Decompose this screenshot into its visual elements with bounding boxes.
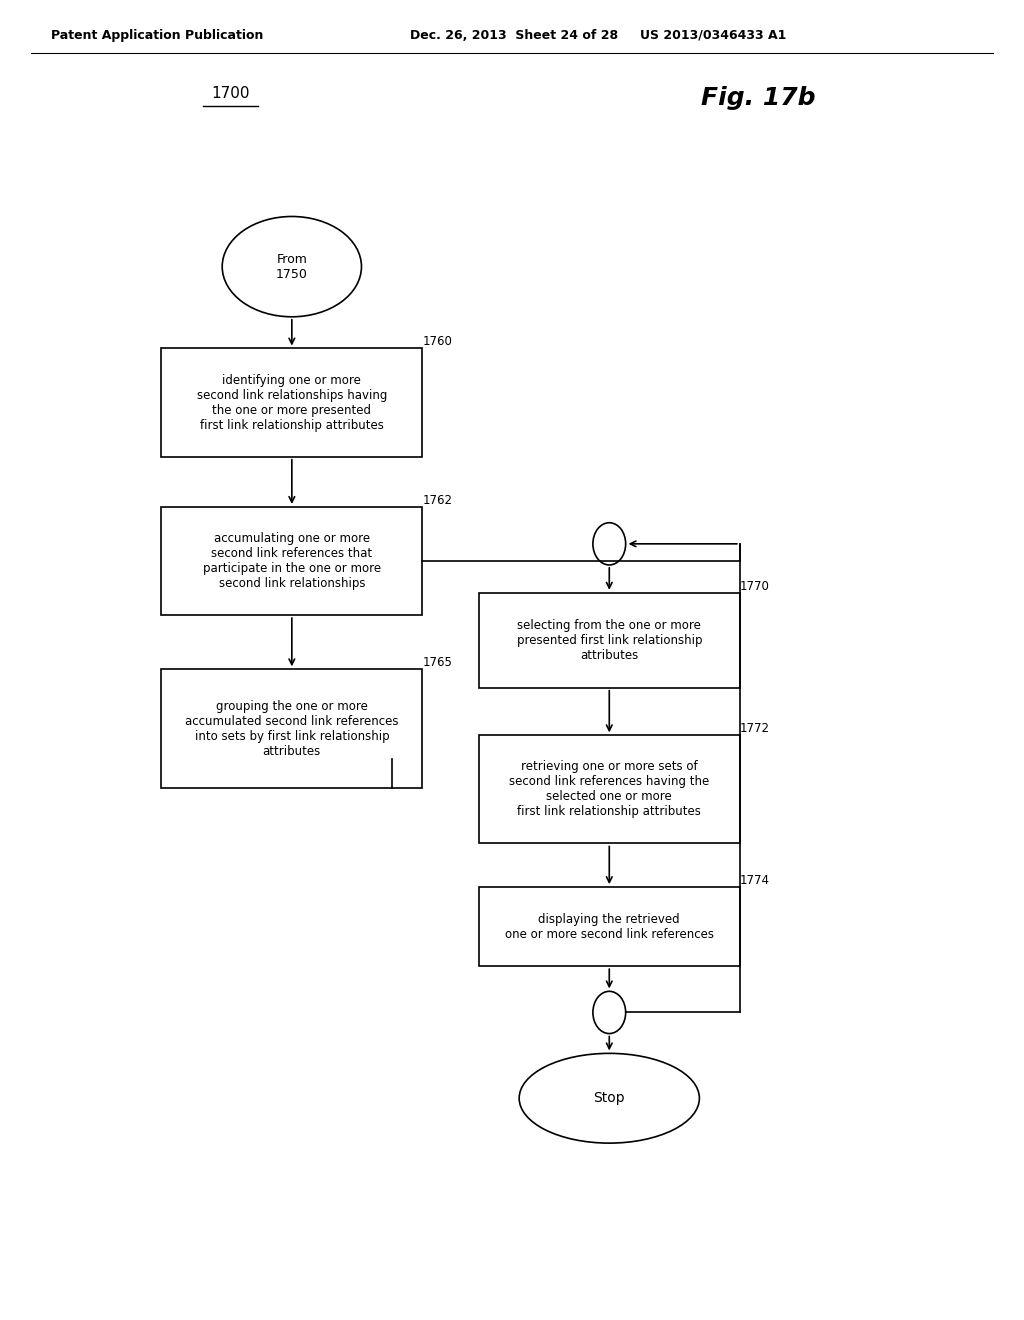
Text: 1772: 1772 (739, 722, 770, 735)
Ellipse shape (519, 1053, 699, 1143)
Ellipse shape (222, 216, 361, 317)
Text: selecting from the one or more
presented first link relationship
attributes: selecting from the one or more presented… (516, 619, 702, 661)
Text: identifying one or more
second link relationships having
the one or more present: identifying one or more second link rela… (197, 374, 387, 432)
Text: 1765: 1765 (422, 656, 453, 669)
Circle shape (593, 523, 626, 565)
Text: displaying the retrieved
one or more second link references: displaying the retrieved one or more sec… (505, 912, 714, 941)
Text: retrieving one or more sets of
second link references having the
selected one or: retrieving one or more sets of second li… (509, 760, 710, 818)
Text: Dec. 26, 2013  Sheet 24 of 28     US 2013/0346433 A1: Dec. 26, 2013 Sheet 24 of 28 US 2013/034… (410, 29, 786, 42)
Text: 1700: 1700 (211, 86, 250, 100)
Text: 1762: 1762 (422, 494, 453, 507)
FancyBboxPatch shape (478, 593, 739, 688)
Text: 1774: 1774 (739, 874, 770, 887)
Text: 1770: 1770 (739, 579, 770, 593)
Text: Fig. 17b: Fig. 17b (700, 86, 815, 110)
FancyBboxPatch shape (161, 669, 422, 788)
Text: Stop: Stop (594, 1092, 625, 1105)
FancyBboxPatch shape (478, 887, 739, 966)
FancyBboxPatch shape (478, 735, 739, 843)
Text: Patent Application Publication: Patent Application Publication (51, 29, 263, 42)
FancyBboxPatch shape (161, 507, 422, 615)
Text: 1760: 1760 (422, 335, 453, 348)
FancyBboxPatch shape (161, 348, 422, 457)
Text: accumulating one or more
second link references that
participate in the one or m: accumulating one or more second link ref… (203, 532, 381, 590)
Text: From
1750: From 1750 (275, 252, 308, 281)
Text: grouping the one or more
accumulated second link references
into sets by first l: grouping the one or more accumulated sec… (185, 700, 398, 758)
Circle shape (593, 991, 626, 1034)
